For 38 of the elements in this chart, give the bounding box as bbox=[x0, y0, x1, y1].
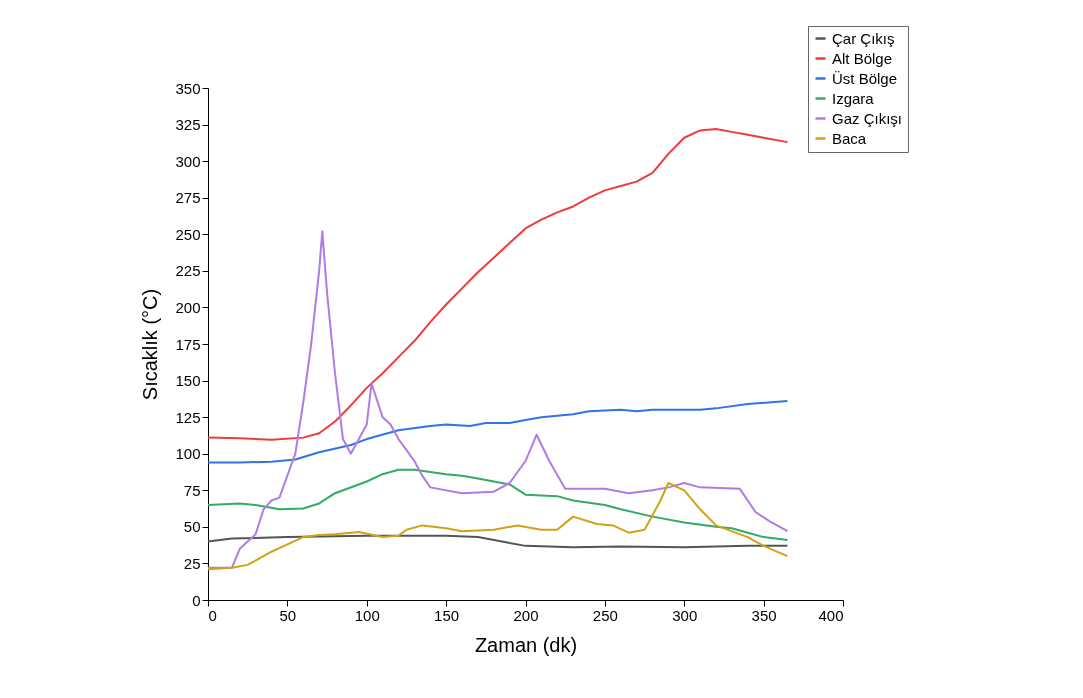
y-tick-label: 25 bbox=[183, 554, 201, 572]
y-axis-title: Sıcaklık (°C) bbox=[139, 288, 162, 401]
y-tick-label: 225 bbox=[175, 262, 201, 280]
line-series bbox=[207, 400, 789, 464]
y-tick-label: 75 bbox=[183, 481, 201, 499]
legend-label: Izgara bbox=[832, 89, 875, 107]
x-tick-label: 50 bbox=[279, 606, 297, 624]
x-tick-label: 400 bbox=[818, 606, 844, 624]
x-tick-label: 200 bbox=[513, 606, 539, 624]
x-tick-label: 150 bbox=[434, 606, 460, 624]
y-tick-label: 325 bbox=[175, 116, 201, 134]
y-tick-label: 0 bbox=[192, 591, 201, 609]
x-axis-title: Zaman (dk) bbox=[474, 633, 578, 656]
line-series bbox=[207, 534, 789, 549]
line-series bbox=[207, 468, 789, 542]
line-series bbox=[207, 127, 789, 441]
y-tick-label: 350 bbox=[175, 79, 201, 97]
legend-label: Üst Bölge bbox=[832, 69, 898, 87]
legend-label: Çar Çıkış bbox=[832, 29, 895, 47]
x-tick-label: 350 bbox=[751, 606, 777, 624]
y-tick-label: 300 bbox=[175, 152, 201, 170]
y-tick-label: 175 bbox=[175, 335, 201, 353]
y-tick-label: 50 bbox=[183, 518, 201, 536]
line-series bbox=[207, 230, 789, 569]
y-tick-label: 200 bbox=[175, 298, 201, 316]
x-tick-label: 0 bbox=[208, 606, 217, 624]
x-tick-label: 250 bbox=[592, 606, 618, 624]
legend-label: Baca bbox=[832, 129, 867, 147]
legend-label: Gaz Çıkışı bbox=[832, 109, 903, 127]
y-tick-label: 275 bbox=[175, 189, 201, 207]
x-tick-label: 300 bbox=[672, 606, 698, 624]
legend-label: Alt Bölge bbox=[832, 49, 893, 67]
y-tick-label: 125 bbox=[175, 408, 201, 426]
y-tick-label: 100 bbox=[175, 445, 201, 463]
y-tick-label: 150 bbox=[175, 372, 201, 390]
line-series bbox=[207, 481, 789, 571]
y-tick-label: 250 bbox=[175, 225, 201, 243]
x-tick-label: 100 bbox=[354, 606, 380, 624]
